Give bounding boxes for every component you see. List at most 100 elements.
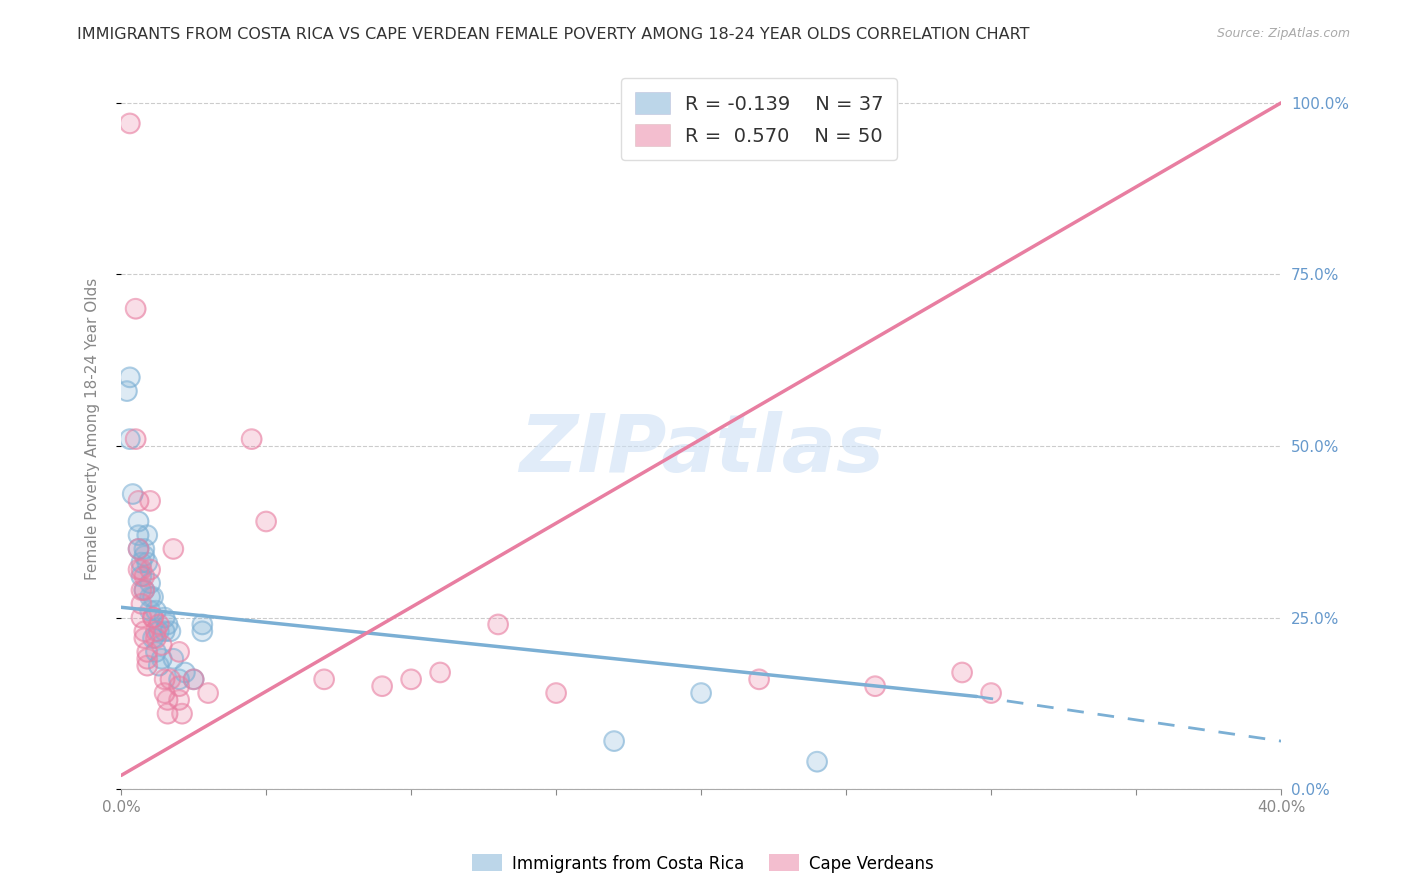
- Point: [128, 528, 150, 542]
- Point: [134, 631, 156, 645]
- Point: [162, 541, 184, 556]
- Point: [167, 693, 190, 707]
- Point: [603, 734, 626, 748]
- Point: [131, 610, 153, 624]
- Point: [153, 686, 176, 700]
- Point: [134, 583, 156, 598]
- Point: [128, 494, 150, 508]
- Point: [136, 528, 159, 542]
- Point: [142, 610, 165, 624]
- Point: [153, 624, 176, 639]
- Point: [980, 686, 1002, 700]
- Point: [371, 679, 394, 693]
- Point: [690, 686, 713, 700]
- Point: [145, 604, 167, 618]
- Point: [124, 301, 146, 316]
- Point: [136, 528, 159, 542]
- Point: [170, 706, 193, 721]
- Point: [142, 610, 165, 624]
- Point: [134, 541, 156, 556]
- Point: [124, 301, 146, 316]
- Point: [131, 597, 153, 611]
- Point: [134, 569, 156, 583]
- Point: [183, 673, 205, 687]
- Point: [183, 673, 205, 687]
- Point: [131, 597, 153, 611]
- Point: [429, 665, 451, 680]
- Point: [159, 673, 181, 687]
- Point: [167, 693, 190, 707]
- Point: [139, 604, 162, 618]
- Point: [142, 590, 165, 604]
- Text: ZIPatlas: ZIPatlas: [519, 411, 883, 490]
- Point: [314, 673, 336, 687]
- Point: [145, 631, 167, 645]
- Point: [118, 432, 141, 446]
- Point: [183, 673, 205, 687]
- Point: [486, 617, 509, 632]
- Point: [153, 610, 176, 624]
- Point: [159, 624, 181, 639]
- Point: [148, 658, 170, 673]
- Point: [153, 673, 176, 687]
- Point: [191, 617, 214, 632]
- Point: [134, 624, 156, 639]
- Point: [128, 528, 150, 542]
- Point: [136, 658, 159, 673]
- Point: [148, 658, 170, 673]
- Point: [134, 583, 156, 598]
- Point: [170, 706, 193, 721]
- Point: [142, 590, 165, 604]
- Point: [134, 549, 156, 563]
- Point: [546, 686, 568, 700]
- Point: [162, 652, 184, 666]
- Point: [118, 370, 141, 384]
- Point: [131, 562, 153, 576]
- Point: [134, 549, 156, 563]
- Point: [183, 673, 205, 687]
- Point: [156, 693, 179, 707]
- Point: [136, 652, 159, 666]
- Point: [139, 562, 162, 576]
- Point: [197, 686, 219, 700]
- Point: [603, 734, 626, 748]
- Point: [254, 515, 277, 529]
- Point: [131, 556, 153, 570]
- Point: [150, 638, 173, 652]
- Point: [145, 624, 167, 639]
- Point: [118, 116, 141, 130]
- Point: [690, 686, 713, 700]
- Point: [131, 562, 153, 576]
- Point: [806, 755, 828, 769]
- Point: [661, 116, 683, 130]
- Point: [748, 673, 770, 687]
- Point: [156, 706, 179, 721]
- Point: [131, 583, 153, 598]
- Point: [191, 617, 214, 632]
- Point: [148, 624, 170, 639]
- Point: [145, 631, 167, 645]
- Point: [139, 494, 162, 508]
- Point: [661, 116, 683, 130]
- Point: [546, 686, 568, 700]
- Legend: R = -0.139    N = 37, R =  0.570    N = 50: R = -0.139 N = 37, R = 0.570 N = 50: [621, 78, 897, 160]
- Point: [197, 686, 219, 700]
- Point: [128, 541, 150, 556]
- Point: [145, 645, 167, 659]
- Point: [139, 576, 162, 591]
- Point: [121, 487, 143, 501]
- Point: [134, 569, 156, 583]
- Point: [134, 624, 156, 639]
- Point: [131, 569, 153, 583]
- Point: [806, 755, 828, 769]
- Point: [118, 432, 141, 446]
- Point: [980, 686, 1002, 700]
- Point: [167, 679, 190, 693]
- Point: [139, 590, 162, 604]
- Point: [142, 631, 165, 645]
- Point: [950, 665, 973, 680]
- Point: [118, 116, 141, 130]
- Point: [124, 432, 146, 446]
- Point: [174, 665, 197, 680]
- Point: [136, 658, 159, 673]
